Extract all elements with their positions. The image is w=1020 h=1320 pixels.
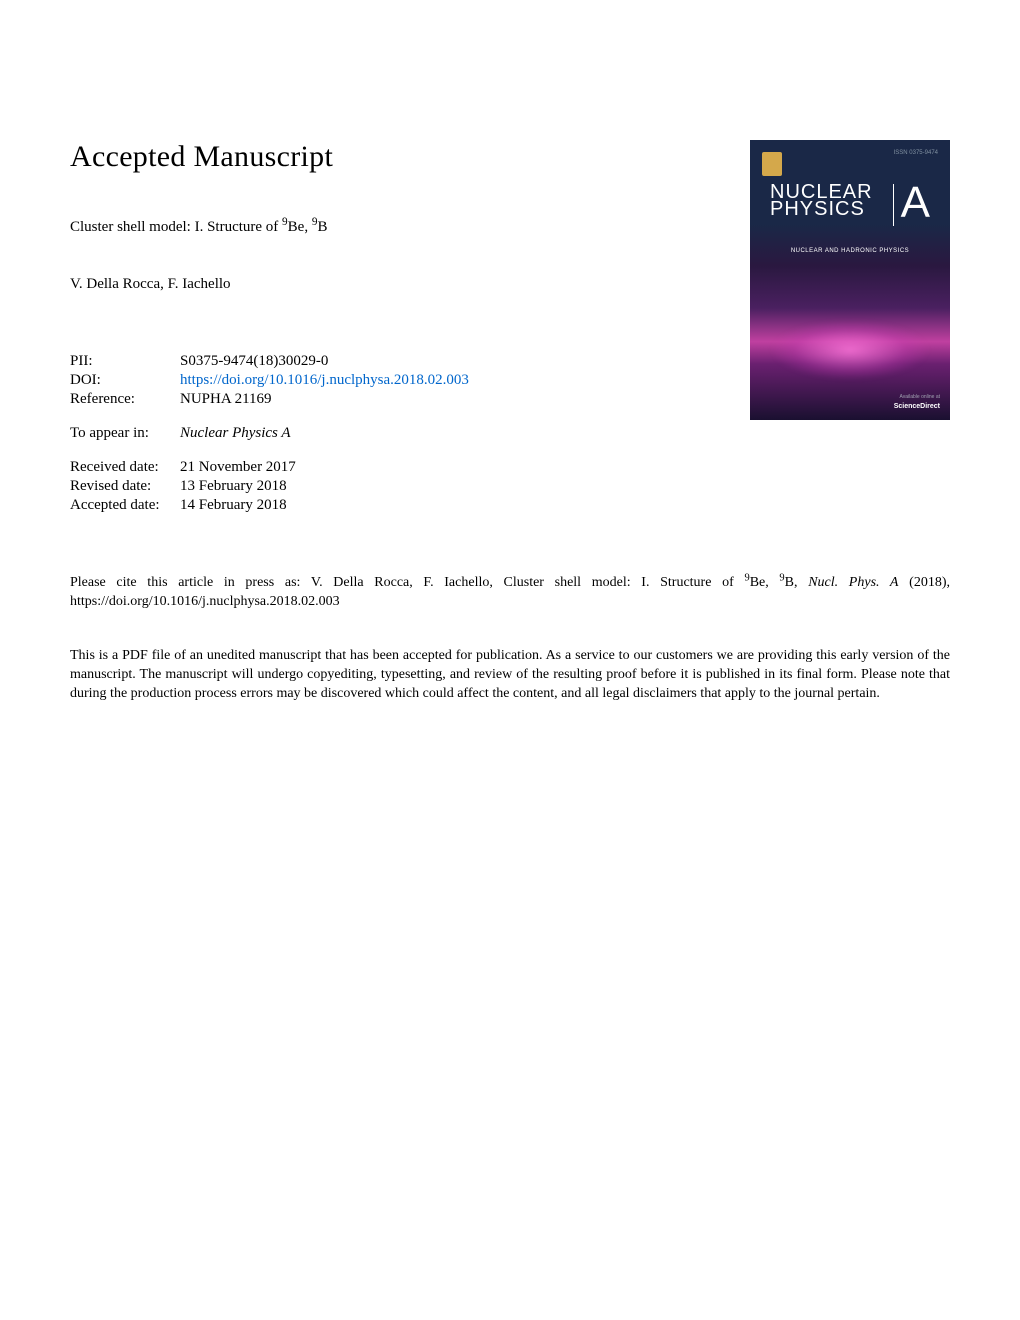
cover-letter-a: A — [901, 178, 930, 228]
cover-title-line2: PHYSICS — [770, 198, 865, 220]
pii-label: PII: — [70, 353, 180, 370]
article-title-be: Be, — [288, 219, 312, 235]
doi-value: https://doi.org/10.1016/j.nuclphysa.2018… — [180, 372, 710, 389]
spacer — [70, 444, 710, 459]
accepted-value: 14 February 2018 — [180, 497, 710, 514]
appear-value: Nuclear Physics A — [180, 425, 710, 442]
meta-row-accepted: Accepted date: 14 February 2018 — [70, 497, 710, 514]
left-column: Accepted Manuscript Cluster shell model:… — [70, 140, 750, 534]
received-value: 21 November 2017 — [180, 459, 710, 476]
article-title: Cluster shell model: I. Structure of 9Be… — [70, 219, 710, 236]
header-row: Accepted Manuscript Cluster shell model:… — [70, 140, 950, 534]
page-title: Accepted Manuscript — [70, 140, 710, 174]
article-title-b: B — [317, 219, 327, 235]
cover-glow-graphic — [770, 320, 930, 380]
disclaimer-text: This is a PDF file of an unedited manusc… — [70, 647, 950, 704]
cover-divider — [893, 184, 894, 226]
authors: V. Della Rocca, F. Iachello — [70, 276, 710, 293]
citation-text: Please cite this article in press as: V.… — [70, 574, 950, 612]
citation-journal: Nucl. Phys. A — [808, 575, 898, 590]
cover-sciencedirect: ScienceDirect — [894, 403, 940, 410]
reference-value: NUPHA 21169 — [180, 391, 710, 408]
revised-label: Revised date: — [70, 478, 180, 495]
meta-row-appear: To appear in: Nuclear Physics A — [70, 425, 710, 442]
meta-table: PII: S0375-9474(18)30029-0 DOI: https://… — [70, 353, 710, 514]
reference-label: Reference: — [70, 391, 180, 408]
cover-title: NUCLEAR PHYSICS — [770, 184, 873, 218]
doi-label: DOI: — [70, 372, 180, 389]
meta-row-reference: Reference: NUPHA 21169 — [70, 391, 710, 408]
meta-row-doi: DOI: https://doi.org/10.1016/j.nuclphysa… — [70, 372, 710, 389]
cover-issn: ISSN 0375-9474 — [894, 150, 938, 156]
appear-label: To appear in: — [70, 425, 180, 442]
cover-sd-sub: Available online at — [900, 394, 941, 400]
received-label: Received date: — [70, 459, 180, 476]
citation-b: B — [785, 575, 794, 590]
meta-row-revised: Revised date: 13 February 2018 — [70, 478, 710, 495]
article-title-prefix: Cluster shell model: I. Structure of — [70, 219, 282, 235]
meta-row-received: Received date: 21 November 2017 — [70, 459, 710, 476]
pii-value: S0375-9474(18)30029-0 — [180, 353, 710, 370]
accepted-label: Accepted date: — [70, 497, 180, 514]
citation-be: Be, — [750, 575, 780, 590]
doi-link[interactable]: https://doi.org/10.1016/j.nuclphysa.2018… — [180, 372, 469, 388]
cover-subtitle: NUCLEAR AND HADRONIC PHYSICS — [750, 248, 950, 254]
journal-cover: ISSN 0375-9474 NUCLEAR PHYSICS A NUCLEAR… — [750, 140, 950, 420]
elsevier-logo-icon — [762, 152, 782, 176]
spacer — [70, 410, 710, 425]
meta-row-pii: PII: S0375-9474(18)30029-0 — [70, 353, 710, 370]
revised-value: 13 February 2018 — [180, 478, 710, 495]
citation-prefix: Please cite this article in press as: V.… — [70, 575, 744, 590]
